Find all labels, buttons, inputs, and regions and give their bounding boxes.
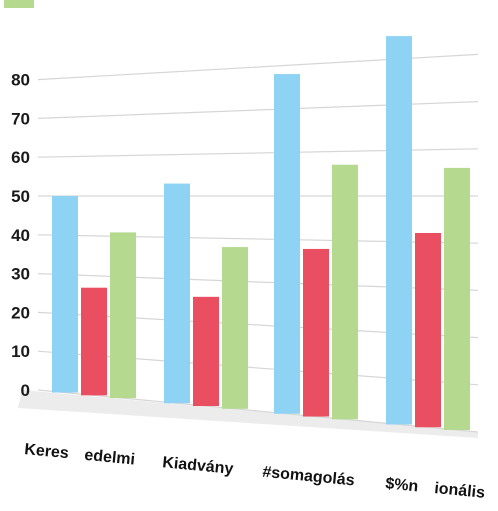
- x-category-label: Kiadvány: [162, 454, 235, 478]
- y-axis: 0 10 20 30 40 50 60 70 80: [11, 71, 30, 400]
- x-category-label: Keres: [24, 441, 70, 462]
- bars: [52, 36, 470, 430]
- y-tick-label: 70: [11, 109, 30, 128]
- bar: [52, 196, 78, 393]
- x-category-label: #somagolás: [262, 464, 356, 490]
- y-tick-label: 40: [11, 226, 30, 245]
- x-category-label: $%n: [385, 475, 419, 495]
- y-tick-label: 20: [11, 303, 30, 322]
- bar: [386, 36, 412, 425]
- bar: [193, 296, 219, 407]
- y-tick-label: 80: [11, 71, 30, 90]
- y-tick-label: 10: [11, 342, 30, 361]
- y-tick-label: 30: [11, 265, 30, 284]
- legend: [4, 0, 34, 8]
- bar: [303, 248, 329, 417]
- bar: [415, 232, 441, 428]
- bar: [274, 74, 300, 414]
- bar: [81, 287, 107, 396]
- legend-swatch: [4, 0, 34, 8]
- x-axis: Keres edelmi Kiadvány #somagolás $%n ionális: [24, 441, 486, 502]
- chart-floor: [18, 390, 478, 438]
- bar: [444, 167, 470, 430]
- floor-plane: [18, 390, 478, 438]
- bar: [164, 183, 190, 404]
- y-tick-label: 0: [21, 381, 30, 400]
- x-category-label: edelmi: [84, 447, 136, 469]
- y-tick-label: 50: [11, 187, 30, 206]
- bar: [332, 164, 358, 420]
- y-tick-label: 60: [11, 148, 30, 167]
- x-category-label: ionális: [434, 480, 486, 502]
- bar: [110, 232, 136, 399]
- bar: [222, 247, 248, 409]
